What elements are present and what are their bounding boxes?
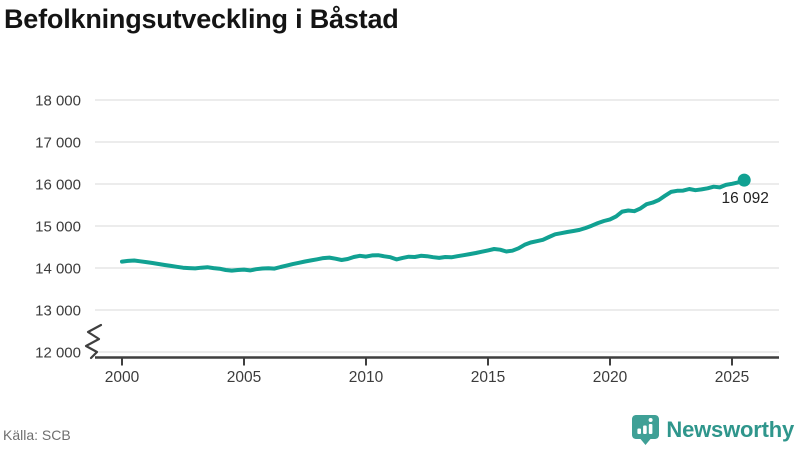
chart-title: Befolkningsutveckling i Båstad [4,4,399,34]
last-point-dot [737,173,751,187]
y-tick-label: 14 000 [35,261,81,278]
y-tick-label: 17 000 [35,135,81,152]
axis-break-icon [84,323,103,360]
y-tick-label: 15 000 [35,219,81,236]
logo-bar-medium [643,425,648,434]
logo-bar-tall [649,424,653,434]
logo-bar-small [637,428,642,434]
x-tick-label: 2015 [471,369,505,386]
newsworthy-logo-text: Newsworthy [666,417,794,442]
x-tick-label: 2025 [715,369,749,386]
y-tick-label: 13 000 [35,303,81,320]
x-tick-label: 2020 [593,369,628,386]
newsworthy-logo-icon [632,415,660,445]
x-tick-label: 2010 [349,369,384,386]
x-tick-label: 2005 [227,369,261,386]
last-value-label: 16 092 [721,190,768,207]
newsworthy-logo: Newsworthy [632,415,794,445]
y-tick-label: 18 000 [35,93,81,110]
x-tick-label: 2000 [105,369,140,386]
y-tick-label: 12 000 [35,345,81,362]
population-series-line [120,178,747,273]
source-label: Källa: SCB [3,427,71,443]
logo-exclamation-dot [649,418,654,422]
y-tick-label: 16 000 [35,177,81,194]
